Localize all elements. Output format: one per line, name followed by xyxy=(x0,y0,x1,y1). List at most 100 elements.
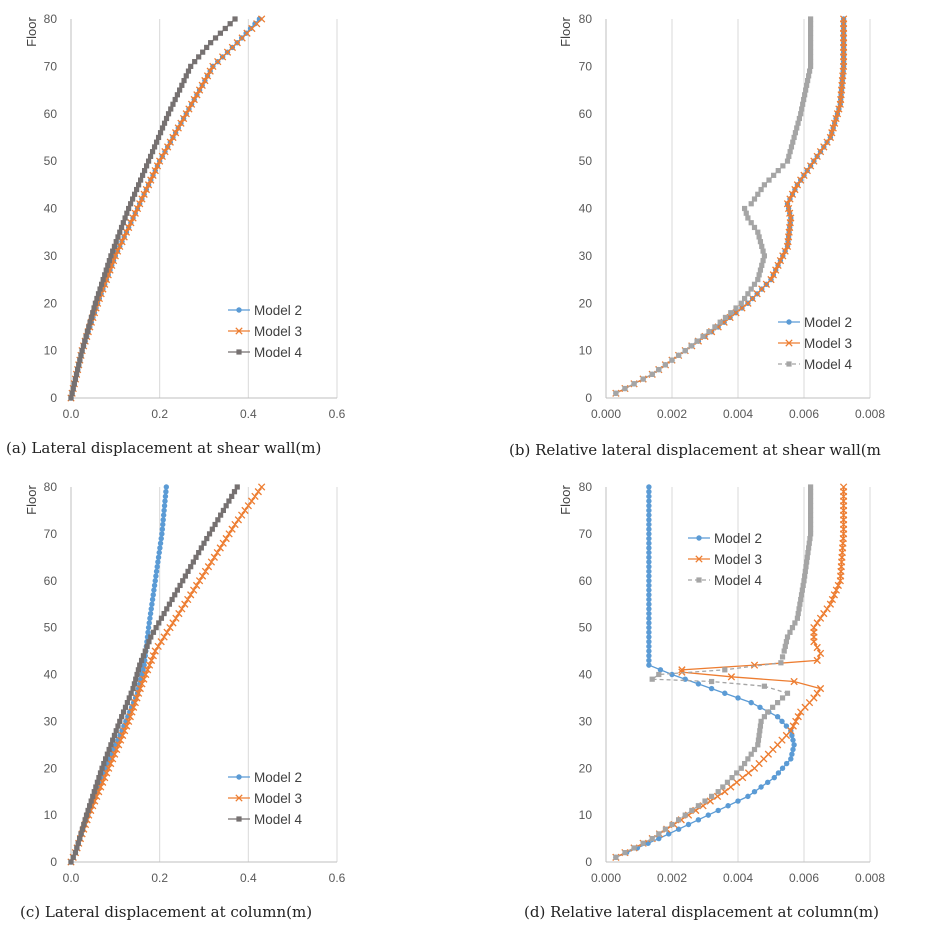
data-point xyxy=(76,362,82,368)
data-point xyxy=(128,201,134,207)
legend: Model 2 Model 3 Model 4 xyxy=(688,531,763,588)
data-point xyxy=(830,591,839,599)
data-point xyxy=(813,152,821,161)
data-point xyxy=(832,586,840,594)
data-point xyxy=(231,520,239,529)
data-point xyxy=(678,666,686,674)
data-point xyxy=(774,713,781,720)
data-point xyxy=(646,493,652,500)
data-point xyxy=(755,191,761,197)
data-point xyxy=(783,639,789,645)
data-point xyxy=(124,210,130,216)
data-point xyxy=(102,272,108,278)
data-point xyxy=(669,357,675,363)
data-point xyxy=(97,286,103,292)
data-point xyxy=(147,615,153,621)
y-tick-label: 40 xyxy=(579,668,593,682)
data-point xyxy=(113,239,119,245)
data-point xyxy=(153,625,159,631)
data-point xyxy=(226,498,232,504)
data-point xyxy=(138,177,144,183)
data-point xyxy=(823,138,831,146)
legend-marker xyxy=(696,535,702,541)
data-point xyxy=(161,120,168,126)
data-point xyxy=(101,760,107,767)
data-point xyxy=(646,568,652,575)
data-point xyxy=(646,526,652,532)
data-point xyxy=(126,713,134,721)
data-point xyxy=(646,657,652,664)
data-point xyxy=(792,717,800,726)
data-point xyxy=(835,105,843,113)
data-point xyxy=(131,209,139,217)
data-point xyxy=(708,685,715,692)
data-point xyxy=(779,695,786,701)
data-point xyxy=(796,606,802,612)
data-point xyxy=(141,662,147,668)
data-point xyxy=(140,675,148,683)
data-point xyxy=(787,727,795,735)
data-point xyxy=(682,676,688,682)
data-point xyxy=(208,40,214,46)
data-point xyxy=(132,191,138,197)
data-point xyxy=(244,502,252,510)
data-point xyxy=(810,623,818,632)
data-point xyxy=(196,550,202,556)
data-point xyxy=(162,498,168,504)
data-point xyxy=(69,390,75,396)
data-point xyxy=(656,366,662,373)
data-point xyxy=(657,667,664,673)
data-point xyxy=(145,624,152,631)
data-point xyxy=(88,798,94,804)
data-point xyxy=(139,172,146,178)
y-tick-label: 50 xyxy=(579,154,593,168)
x-tick-label: 0.002 xyxy=(657,871,687,885)
data-point xyxy=(74,845,80,851)
data-point xyxy=(646,517,652,523)
data-point xyxy=(213,548,221,557)
data-point xyxy=(157,545,163,551)
chart-panel-d: 0.000 0.002 0.004 0.006 0.008 0 10 20 30 40 50 60 70… xyxy=(524,480,885,921)
data-point xyxy=(110,248,116,254)
data-point xyxy=(756,732,762,739)
y-tick-label: 70 xyxy=(579,59,593,73)
y-tick-label: 20 xyxy=(579,296,593,310)
data-point xyxy=(757,728,763,734)
data-point xyxy=(778,660,784,666)
data-point xyxy=(192,581,201,590)
y-tick-label: 60 xyxy=(579,574,593,588)
data-point xyxy=(774,261,782,270)
data-point xyxy=(800,582,806,589)
data-point xyxy=(159,125,166,131)
series-line xyxy=(70,486,238,863)
data-point xyxy=(765,709,771,715)
series-model-4 xyxy=(68,484,240,865)
data-point xyxy=(153,162,162,170)
data-point xyxy=(102,756,109,762)
data-point xyxy=(797,176,805,184)
y-tick-label: 60 xyxy=(579,107,593,121)
data-point xyxy=(227,21,233,27)
y-axis-label: Floor xyxy=(558,17,573,47)
legend-label: Model 3 xyxy=(714,552,762,567)
data-point xyxy=(177,119,185,127)
data-point xyxy=(168,106,174,112)
data-point xyxy=(756,272,762,278)
y-axis-label: Floor xyxy=(558,485,573,515)
data-point xyxy=(682,348,688,354)
data-point xyxy=(155,559,161,565)
data-point xyxy=(257,483,266,491)
data-point xyxy=(745,793,751,800)
data-point xyxy=(808,521,814,528)
data-point xyxy=(149,596,156,603)
data-point xyxy=(622,850,628,856)
data-point xyxy=(215,517,221,523)
data-point xyxy=(113,247,122,255)
data-point xyxy=(808,63,814,69)
data-point xyxy=(793,181,802,189)
data-point xyxy=(174,92,180,98)
data-point xyxy=(79,348,85,354)
y-tick-label: 0 xyxy=(50,391,57,405)
data-point xyxy=(724,779,731,785)
data-point xyxy=(735,695,741,701)
